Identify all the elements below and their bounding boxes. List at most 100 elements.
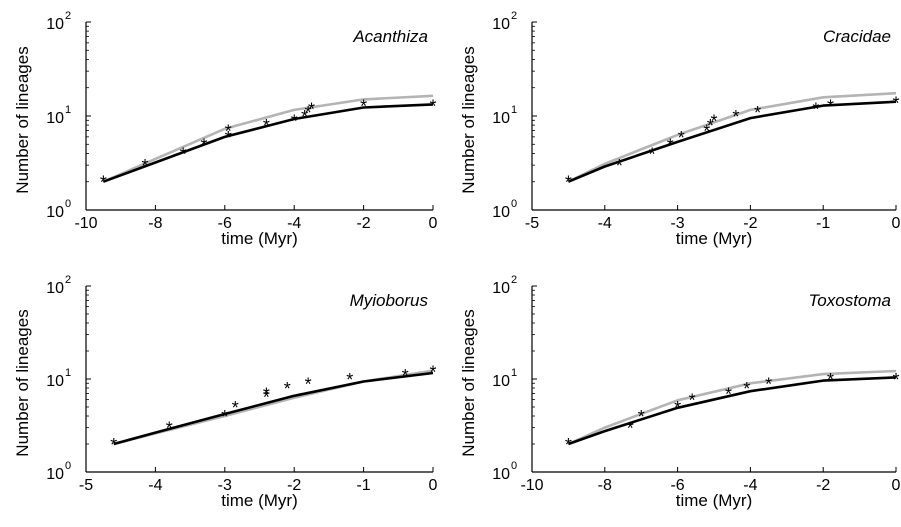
- data-point: *: [263, 384, 270, 404]
- panel-title: Acanthiza: [352, 27, 428, 46]
- x-tick-label: -2: [356, 215, 370, 232]
- data-point: *: [263, 387, 270, 407]
- data-point: *: [703, 122, 710, 142]
- y-tick-label: 10: [46, 466, 64, 483]
- x-tick-label: -5: [79, 477, 93, 494]
- data-point: *: [638, 407, 645, 427]
- data-point: *: [429, 363, 436, 383]
- x-tick-label: -2: [743, 215, 757, 232]
- data-point: *: [892, 93, 899, 113]
- data-point: *: [301, 107, 308, 127]
- data-point: *: [308, 100, 315, 120]
- panel-title: Cracidae: [823, 27, 891, 46]
- model-curve-fitted: [567, 376, 897, 446]
- data-point: *: [100, 173, 107, 193]
- x-tick-label: -1: [816, 215, 830, 232]
- x-tick-label: -6: [218, 215, 232, 232]
- data-point: *: [284, 379, 291, 399]
- x-tick-label: -1: [356, 477, 370, 494]
- model-curve-fitted: [113, 371, 434, 446]
- x-axis-label: time (Myr): [676, 491, 752, 510]
- data-point: *: [110, 435, 117, 455]
- data-point: *: [263, 116, 270, 136]
- x-tick-label: -3: [670, 215, 684, 232]
- y-axis-label: Number of lineages: [459, 309, 478, 456]
- model-curve-alternative: [113, 369, 434, 446]
- y-tick-label: 10: [492, 373, 510, 390]
- data-point: *: [232, 398, 239, 418]
- y-tick-exponent: 0: [65, 198, 71, 210]
- x-tick-label: -4: [598, 215, 612, 232]
- data-point: *: [892, 370, 899, 390]
- data-point: *: [616, 156, 623, 176]
- y-tick-exponent: 1: [65, 104, 71, 116]
- data-point: *: [346, 370, 353, 390]
- y-tick-exponent: 0: [511, 460, 517, 472]
- y-tick-exponent: 2: [511, 10, 517, 22]
- y-tick-label: 10: [46, 280, 64, 297]
- data-point: *: [291, 111, 298, 131]
- data-point: *: [565, 173, 572, 193]
- y-axis-label: Number of lineages: [13, 309, 32, 456]
- data-point: *: [765, 374, 772, 394]
- data-point: *: [402, 366, 409, 386]
- data-point: *: [649, 144, 656, 164]
- model-curve-alternative: [102, 94, 434, 183]
- data-point: *: [689, 391, 696, 411]
- x-tick-label: -6: [670, 477, 684, 494]
- data-point: *: [225, 128, 232, 148]
- data-point: *: [305, 103, 312, 123]
- y-tick-label: 10: [492, 110, 510, 127]
- x-tick-label: -2: [816, 477, 830, 494]
- y-tick-exponent: 1: [511, 367, 517, 379]
- data-point: *: [200, 135, 207, 155]
- data-point: *: [754, 103, 761, 123]
- x-axis-label: time (Myr): [676, 229, 752, 248]
- x-tick-label: -4: [743, 477, 757, 494]
- x-tick-label: -10: [520, 477, 543, 494]
- data-point: *: [565, 435, 572, 455]
- data-point: *: [429, 96, 436, 116]
- data-point: *: [678, 128, 685, 148]
- data-point: *: [827, 96, 834, 116]
- x-tick-label: 0: [429, 215, 438, 232]
- x-tick-label: -8: [148, 215, 162, 232]
- model-curve-fitted: [102, 103, 434, 183]
- panel-title: Myioborus: [350, 291, 429, 310]
- data-point: *: [827, 370, 834, 390]
- x-tick-label: -2: [287, 477, 301, 494]
- y-tick-exponent: 1: [65, 367, 71, 379]
- data-point: *: [710, 111, 717, 131]
- panel-title: Toxostoma: [808, 291, 891, 310]
- x-tick-label: 0: [429, 477, 438, 494]
- data-point: *: [221, 407, 228, 427]
- data-point: *: [812, 100, 819, 120]
- data-point: *: [166, 419, 173, 439]
- y-tick-label: 10: [492, 204, 510, 221]
- x-tick-label: -4: [287, 215, 301, 232]
- data-point: *: [225, 122, 232, 142]
- y-tick-label: 10: [46, 16, 64, 33]
- x-axis-label: time (Myr): [221, 491, 297, 510]
- y-tick-exponent: 0: [511, 198, 517, 210]
- y-tick-label: 10: [46, 204, 64, 221]
- x-tick-label: 0: [892, 215, 901, 232]
- y-tick-label: 10: [492, 16, 510, 33]
- y-axis-label: Number of lineages: [13, 46, 32, 193]
- x-tick-label: 0: [892, 477, 901, 494]
- data-point: *: [627, 419, 634, 439]
- x-tick-label: -10: [74, 215, 97, 232]
- x-tick-label: -4: [148, 477, 162, 494]
- y-tick-exponent: 1: [511, 104, 517, 116]
- model-curve-fitted: [567, 100, 897, 183]
- y-tick-exponent: 0: [65, 460, 71, 472]
- y-tick-exponent: 2: [511, 274, 517, 286]
- model-curve-alternative: [567, 91, 897, 183]
- data-point: *: [141, 156, 148, 176]
- model-curve-alternative: [567, 369, 897, 446]
- data-point: *: [732, 107, 739, 127]
